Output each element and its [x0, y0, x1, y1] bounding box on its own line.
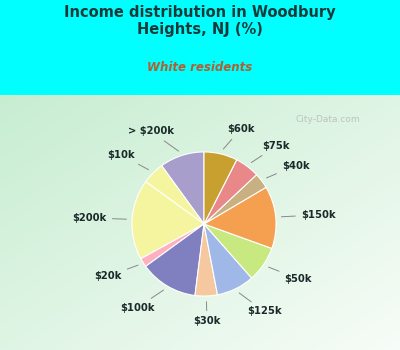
Text: $30k: $30k [193, 302, 221, 326]
Text: $150k: $150k [281, 210, 336, 220]
Wedge shape [204, 224, 252, 295]
Text: $10k: $10k [108, 150, 148, 170]
Text: $200k: $200k [73, 213, 126, 223]
Wedge shape [141, 224, 204, 266]
Text: $60k: $60k [223, 124, 254, 149]
Text: $20k: $20k [94, 265, 138, 281]
Text: $40k: $40k [266, 161, 310, 178]
Text: $125k: $125k [239, 293, 282, 316]
Text: $50k: $50k [268, 267, 312, 284]
Wedge shape [132, 182, 204, 259]
Text: $75k: $75k [251, 141, 290, 162]
Wedge shape [204, 152, 237, 224]
Wedge shape [146, 166, 204, 224]
Wedge shape [204, 175, 266, 224]
Wedge shape [195, 224, 218, 296]
Text: Income distribution in Woodbury
Heights, NJ (%): Income distribution in Woodbury Heights,… [64, 5, 336, 37]
Text: > $200k: > $200k [128, 126, 178, 151]
Wedge shape [204, 160, 256, 224]
Text: $100k: $100k [120, 290, 164, 313]
Wedge shape [146, 224, 204, 295]
Wedge shape [204, 224, 272, 278]
Wedge shape [162, 152, 204, 224]
Wedge shape [204, 187, 276, 248]
Text: White residents: White residents [147, 61, 253, 74]
Text: City-Data.com: City-Data.com [296, 115, 360, 124]
